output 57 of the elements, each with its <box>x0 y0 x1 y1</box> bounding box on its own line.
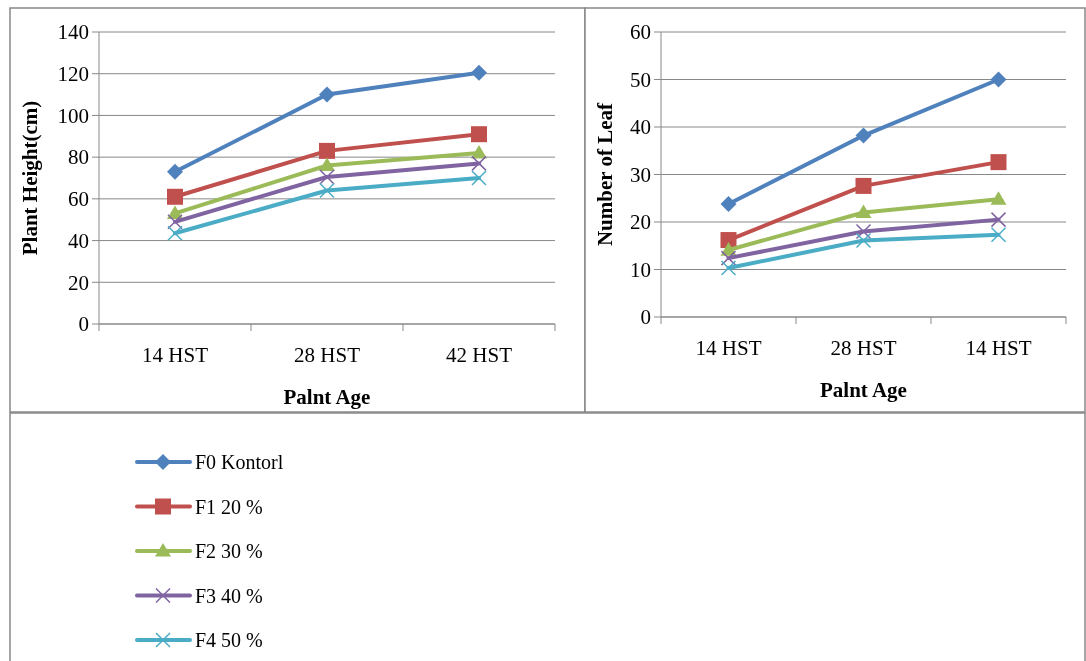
y-tick-label: 100 <box>57 103 89 128</box>
point <box>319 86 335 103</box>
point <box>471 126 487 143</box>
x-axis-title: Palnt Age <box>283 385 371 409</box>
point <box>167 188 183 205</box>
point <box>167 214 183 230</box>
y-tick-label: 140 <box>57 20 89 45</box>
y-axis-title: Plant Height(cm) <box>18 100 42 256</box>
point <box>471 64 487 81</box>
y-tick-label: 0 <box>640 305 651 330</box>
y-tick-label: 80 <box>68 145 89 170</box>
y-axis-title: Number of Leaf <box>593 101 617 247</box>
y-tick-label: 0 <box>78 312 89 337</box>
point <box>319 182 335 199</box>
point <box>990 227 1007 243</box>
point <box>720 250 737 266</box>
point <box>720 260 737 276</box>
y-tick-label: 60 <box>68 187 89 212</box>
x-tick-label: 14 HST <box>965 336 1032 360</box>
y-tick-label: 10 <box>630 257 651 282</box>
y-tick-label: 40 <box>68 228 89 253</box>
x-tick-label: 42 HST <box>446 343 513 367</box>
y-tick-label: 120 <box>57 62 89 87</box>
point <box>855 177 872 194</box>
point <box>319 157 335 172</box>
x-tick-label: 28 HST <box>830 336 897 360</box>
legend-label: F3 40 % <box>195 584 263 607</box>
point <box>471 170 487 186</box>
point <box>990 71 1007 88</box>
y-tick-label: 60 <box>630 20 651 45</box>
x-tick-label: 14 HST <box>695 336 762 360</box>
y-tick-label: 20 <box>68 270 89 295</box>
legend-label: F1 20 % <box>195 495 263 518</box>
point <box>855 232 872 249</box>
y-tick-label: 50 <box>630 67 651 92</box>
y-tick-label: 30 <box>630 162 651 187</box>
point <box>319 142 335 159</box>
point <box>990 211 1007 228</box>
legend-label: F4 50 % <box>195 629 263 651</box>
y-tick-label: 40 <box>630 115 651 140</box>
y-tick-label: 20 <box>630 210 651 235</box>
point <box>990 191 1007 205</box>
point <box>471 155 487 172</box>
legend-label: F2 30 % <box>195 540 263 562</box>
point <box>990 154 1007 171</box>
point <box>167 163 183 180</box>
point <box>855 223 872 240</box>
point <box>855 127 872 144</box>
x-tick-label: 14 HST <box>142 343 209 367</box>
point <box>319 169 335 185</box>
legend-label: F0 Kontorl <box>195 451 284 473</box>
x-axis-title: Palnt Age <box>820 378 907 402</box>
point <box>471 144 487 159</box>
point <box>720 195 737 212</box>
x-tick-label: 28 HST <box>294 343 361 367</box>
point <box>167 225 183 242</box>
point <box>855 204 872 219</box>
